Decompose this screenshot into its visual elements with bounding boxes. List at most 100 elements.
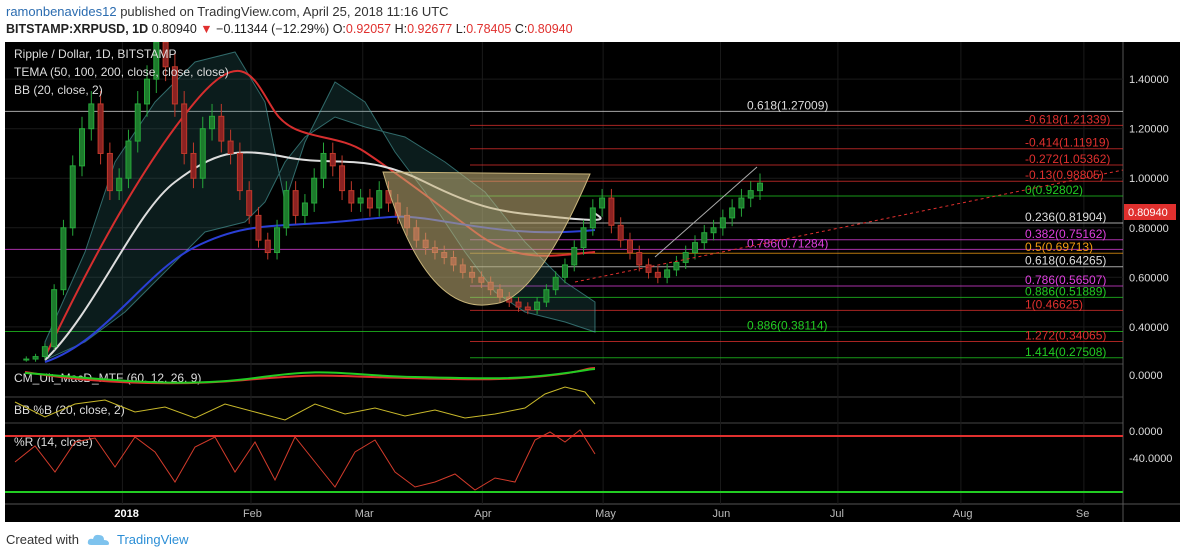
fib-label: 0.5(0.69713) xyxy=(1025,240,1093,254)
fib-label: 1.414(0.27508) xyxy=(1025,345,1106,359)
candle-body xyxy=(654,271,661,278)
created-with-text: Created with xyxy=(6,532,79,547)
candle-body xyxy=(162,41,169,68)
chart-title: Ripple / Dollar, 1D, BITSTAMP xyxy=(14,47,177,61)
candle-body xyxy=(357,197,364,204)
close-label: C: xyxy=(514,22,528,36)
fib-label: 0.786(0.56507) xyxy=(1025,273,1106,287)
candle-body xyxy=(41,346,48,358)
bbpb-label: BB %B (20, close, 2) xyxy=(14,403,125,417)
candle-body xyxy=(181,103,188,154)
fib-label: 0.618(1.27009) xyxy=(747,98,828,112)
candle-body xyxy=(552,276,559,291)
down-arrow-icon: ▼ xyxy=(200,22,213,36)
fib-label: -0.414(1.11919) xyxy=(1025,136,1110,150)
fib-label: -0.272(1.05362) xyxy=(1025,152,1110,166)
candle-body xyxy=(301,202,308,216)
candle-body xyxy=(571,247,578,266)
candle-body xyxy=(719,217,726,229)
fib-label: 1.272(0.34065) xyxy=(1025,329,1106,343)
low-label: L: xyxy=(455,22,467,36)
candle-body xyxy=(617,224,624,241)
open-label: O: xyxy=(332,22,346,36)
time-tick-label: May xyxy=(595,508,616,520)
candle-body xyxy=(673,261,680,271)
candle-body xyxy=(376,190,383,209)
published-text: published on TradingView.com, April 25, … xyxy=(120,4,449,19)
tradingview-cloud-icon xyxy=(87,534,109,545)
candle-body xyxy=(515,301,522,308)
time-tick-label: Jun xyxy=(713,508,731,520)
candle-body xyxy=(534,301,541,311)
candle-body xyxy=(144,78,151,105)
tradingview-link[interactable]: TradingView xyxy=(116,532,189,547)
low-value: 0.78405 xyxy=(466,22,512,36)
channel-line xyxy=(654,166,758,258)
symbol-line: BITSTAMP:XRPUSD, 1D 0.80940 ▼ −0.11344 (… xyxy=(6,22,573,36)
price-tick-label: 0.60000 xyxy=(1129,272,1169,284)
chart-svg[interactable]: 0.618(1.27009) -0.618(1.21339) -0.414(1.11… xyxy=(5,26,1180,522)
high-value: 0.92677 xyxy=(407,22,453,36)
candle-body xyxy=(255,214,262,241)
fib-label: 0.618(0.64265) xyxy=(1025,254,1106,268)
last-price: 0.80940 xyxy=(151,22,197,36)
candle-body xyxy=(626,239,633,254)
candle-body xyxy=(88,103,95,130)
candle-body xyxy=(691,242,698,254)
footer: Created with TradingView xyxy=(6,532,189,547)
bb-legend: BB (20, close, 2) xyxy=(14,83,103,97)
candle-body xyxy=(701,232,708,244)
candle-body xyxy=(227,140,234,154)
candle-body xyxy=(757,182,763,192)
candle-body xyxy=(264,239,271,254)
high-label: H: xyxy=(394,22,408,36)
candle-body xyxy=(274,227,281,254)
time-tick-label: Aug xyxy=(953,508,973,520)
candle-body xyxy=(199,128,206,179)
chart-area[interactable]: 0.618(1.27009) -0.618(1.21339) -0.414(1.11… xyxy=(5,26,1180,522)
fib-label: 0.382(0.75162) xyxy=(1025,227,1106,241)
candle-body xyxy=(747,190,754,199)
price-tick-label: 0.40000 xyxy=(1129,322,1169,334)
fib-label: 0.786(0.71284) xyxy=(747,236,828,250)
candle-body xyxy=(320,152,327,179)
candle-body xyxy=(125,140,132,179)
candle-body xyxy=(134,103,141,142)
candle-body xyxy=(645,264,652,273)
candle-body xyxy=(292,190,299,216)
time-tick-label: Feb xyxy=(243,508,262,520)
publish-line: ramonbenavides12 published on TradingVie… xyxy=(6,4,449,19)
price-tick-label: 1.40000 xyxy=(1129,74,1169,86)
time-tick-label: Mar xyxy=(355,508,374,520)
candle-body xyxy=(51,289,58,348)
time-tick-label: Se xyxy=(1076,508,1089,520)
candle-body xyxy=(348,190,355,204)
candle-body xyxy=(636,252,643,266)
bbpb-line xyxy=(14,386,596,421)
candle-body xyxy=(23,358,30,361)
candle-body xyxy=(339,165,346,192)
candle-body xyxy=(608,197,615,226)
candle-body xyxy=(311,177,318,204)
last-price-tag-bg xyxy=(1124,204,1176,220)
candle-body xyxy=(209,115,216,130)
candle-body xyxy=(236,152,243,192)
time-tick-label: Jul xyxy=(830,508,844,520)
candle-body xyxy=(682,252,689,263)
candle-body xyxy=(246,190,253,216)
candle-body xyxy=(116,177,123,192)
time-tick-label: 2018 xyxy=(114,508,138,520)
price-change: −0.11344 (−12.29%) xyxy=(216,22,330,36)
candle-body xyxy=(218,115,225,142)
candle-body xyxy=(69,165,76,229)
price-tick-label: 0.80000 xyxy=(1129,223,1169,235)
candle-body xyxy=(329,152,336,167)
macd-signal-line xyxy=(24,368,596,384)
fib-label: 0.236(0.81904) xyxy=(1025,210,1106,224)
username-link[interactable]: ramonbenavides12 xyxy=(6,4,117,19)
candle-body xyxy=(366,197,373,209)
wr-tick-0: 0.0000 xyxy=(1129,426,1163,438)
close-value: 0.80940 xyxy=(527,22,573,36)
candle-body xyxy=(664,269,671,278)
time-tick-label: Apr xyxy=(474,508,491,520)
